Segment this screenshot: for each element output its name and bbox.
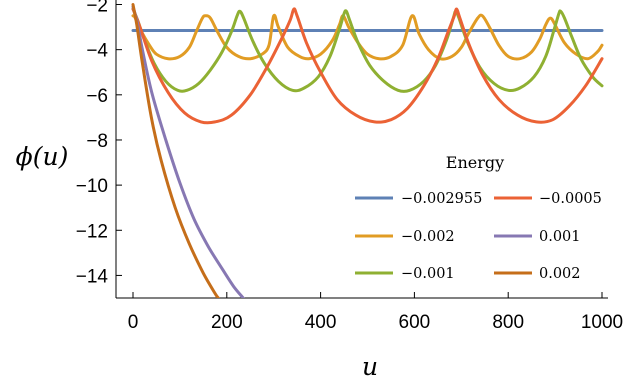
legend-entry-label: −0.002 [401,229,455,245]
legend: Energy −0.002955 −0.002 −0.001 −0.0005 0.001… [355,153,602,282]
x-tick-label: 800 [492,312,524,333]
legend-entry-label: −0.002955 [401,191,482,207]
x-tick-label: 600 [399,312,431,333]
legend-entry-label: −0.0005 [539,191,602,207]
y-tick-label: −8 [86,131,108,152]
y-tick-label: −6 [86,86,108,107]
x-axis-label: u [362,352,378,381]
x-tick-label: 0 [128,312,139,333]
y-tick-label: −14 [76,266,109,287]
legend-entry-label: 0.001 [539,229,581,245]
series-line-2 [131,13,604,61]
x-tick-label: 400 [305,312,337,333]
series-line-6 [131,3,220,298]
x-tick-label: 200 [211,312,243,333]
y-tick-label: −4 [86,41,108,62]
y-tick-label: −12 [76,221,108,242]
y-axis-label: ϕ(u) [16,142,69,171]
y-tick-label: −10 [76,176,108,197]
x-ticks: 0 200 400 600 800 1000 [128,292,623,333]
series-line-4 [131,7,604,125]
series-line-3 [131,7,604,93]
y-ticks: −14 −12 −10 −8 −6 −4 −2 [76,0,122,287]
y-tick-label: −2 [86,0,108,17]
x-tick-label: 1000 [581,312,623,333]
series-layer [131,3,604,298]
legend-title: Energy [446,153,504,172]
legend-entry-label: −0.001 [401,266,455,282]
legend-entry-label: 0.002 [539,266,581,282]
